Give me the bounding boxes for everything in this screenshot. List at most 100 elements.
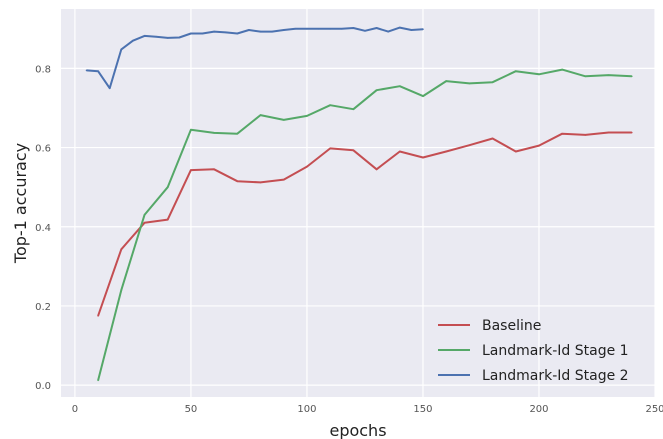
data-point	[422, 28, 424, 30]
data-point	[236, 180, 239, 183]
data-point	[282, 178, 285, 181]
data-point	[178, 36, 181, 39]
data-point	[108, 87, 111, 89]
data-point	[97, 70, 99, 72]
legend-label: Baseline	[482, 318, 541, 334]
data-point	[236, 132, 239, 135]
data-point	[155, 35, 157, 38]
x-tick-label: 50	[185, 404, 198, 415]
data-point	[236, 32, 239, 35]
data-point	[85, 69, 88, 72]
data-point	[607, 131, 610, 134]
data-point	[561, 68, 563, 71]
data-point	[364, 29, 366, 32]
data-point	[538, 73, 540, 76]
series-3	[85, 26, 424, 90]
data-point	[190, 128, 192, 131]
data-point	[132, 39, 134, 42]
data-point	[120, 48, 123, 51]
data-point	[190, 169, 192, 171]
data-point	[410, 29, 413, 31]
data-point	[398, 26, 401, 29]
y-tick-label: 0.4	[35, 223, 51, 234]
data-point	[630, 131, 633, 134]
data-point	[201, 32, 204, 35]
data-point	[120, 248, 123, 251]
data-point	[387, 30, 389, 33]
data-point	[422, 95, 424, 97]
tick-labels: 0 50 100 150 200 250 0.0 0.2 0.4 0.6 0.8	[35, 64, 663, 415]
y-axis-label: Top-1 accuracy	[11, 143, 30, 264]
data-point	[352, 27, 355, 29]
data-point	[514, 150, 517, 153]
data-point	[375, 27, 378, 29]
x-tick-label: 150	[413, 404, 432, 415]
data-point	[468, 144, 471, 146]
grid	[61, 9, 656, 397]
series-line	[86, 26, 424, 90]
data-point	[329, 147, 331, 150]
series-line	[97, 131, 632, 317]
data-point	[97, 315, 99, 317]
data-point	[306, 27, 308, 30]
data-point	[491, 81, 494, 84]
data-point	[97, 379, 99, 382]
data-point	[213, 168, 215, 171]
data-point	[607, 74, 610, 76]
data-point	[259, 181, 262, 184]
series-line	[97, 68, 632, 381]
legend-label: Landmark-Id Stage 2	[482, 368, 629, 384]
series-2	[97, 68, 633, 382]
data-point	[282, 119, 285, 121]
data-point	[375, 168, 378, 171]
data-point	[317, 27, 320, 30]
data-point	[329, 27, 331, 30]
data-point	[166, 186, 169, 188]
data-point	[398, 150, 401, 153]
x-tick-label: 100	[297, 404, 316, 415]
legend-item: Landmark-Id Stage 2	[438, 368, 629, 384]
data-point	[143, 35, 146, 37]
legend-label: Landmark-Id Stage 1	[482, 343, 629, 359]
data-point	[584, 134, 587, 136]
data-point	[398, 85, 401, 88]
data-point	[445, 80, 447, 82]
x-tick-label: 200	[529, 404, 548, 415]
data-point	[259, 114, 262, 116]
x-tick-label: 250	[645, 404, 663, 415]
data-point	[271, 30, 273, 33]
x-tick-label: 0	[72, 404, 78, 415]
data-point	[375, 89, 378, 91]
data-point	[306, 165, 308, 168]
data-point	[306, 115, 308, 117]
y-tick-label: 0.8	[35, 64, 51, 75]
data-point	[120, 289, 123, 291]
data-point	[213, 30, 215, 33]
series-1	[97, 131, 633, 317]
x-axis-label: epochs	[329, 421, 386, 439]
plot-background	[61, 9, 655, 397]
y-tick-label: 0.2	[35, 302, 51, 313]
data-point	[143, 214, 146, 216]
data-point	[282, 29, 285, 31]
data-point	[259, 30, 262, 33]
data-point	[248, 29, 250, 31]
data-point	[294, 27, 297, 30]
data-point	[166, 37, 169, 39]
data-point	[445, 150, 447, 153]
data-point	[190, 32, 192, 35]
y-tick-label: 0.0	[35, 381, 51, 392]
data-point	[213, 132, 215, 134]
data-point	[630, 75, 633, 78]
data-point	[491, 137, 494, 140]
data-point	[584, 75, 587, 78]
data-point	[561, 132, 563, 135]
y-tick-label: 0.6	[35, 144, 51, 155]
legend-item: Baseline	[438, 318, 541, 334]
series-layer	[85, 26, 633, 382]
data-point	[224, 31, 227, 34]
data-point	[422, 156, 424, 159]
data-point	[538, 144, 540, 147]
legend: Baseline Landmark-Id Stage 1 Landmark-Id S…	[438, 318, 629, 384]
